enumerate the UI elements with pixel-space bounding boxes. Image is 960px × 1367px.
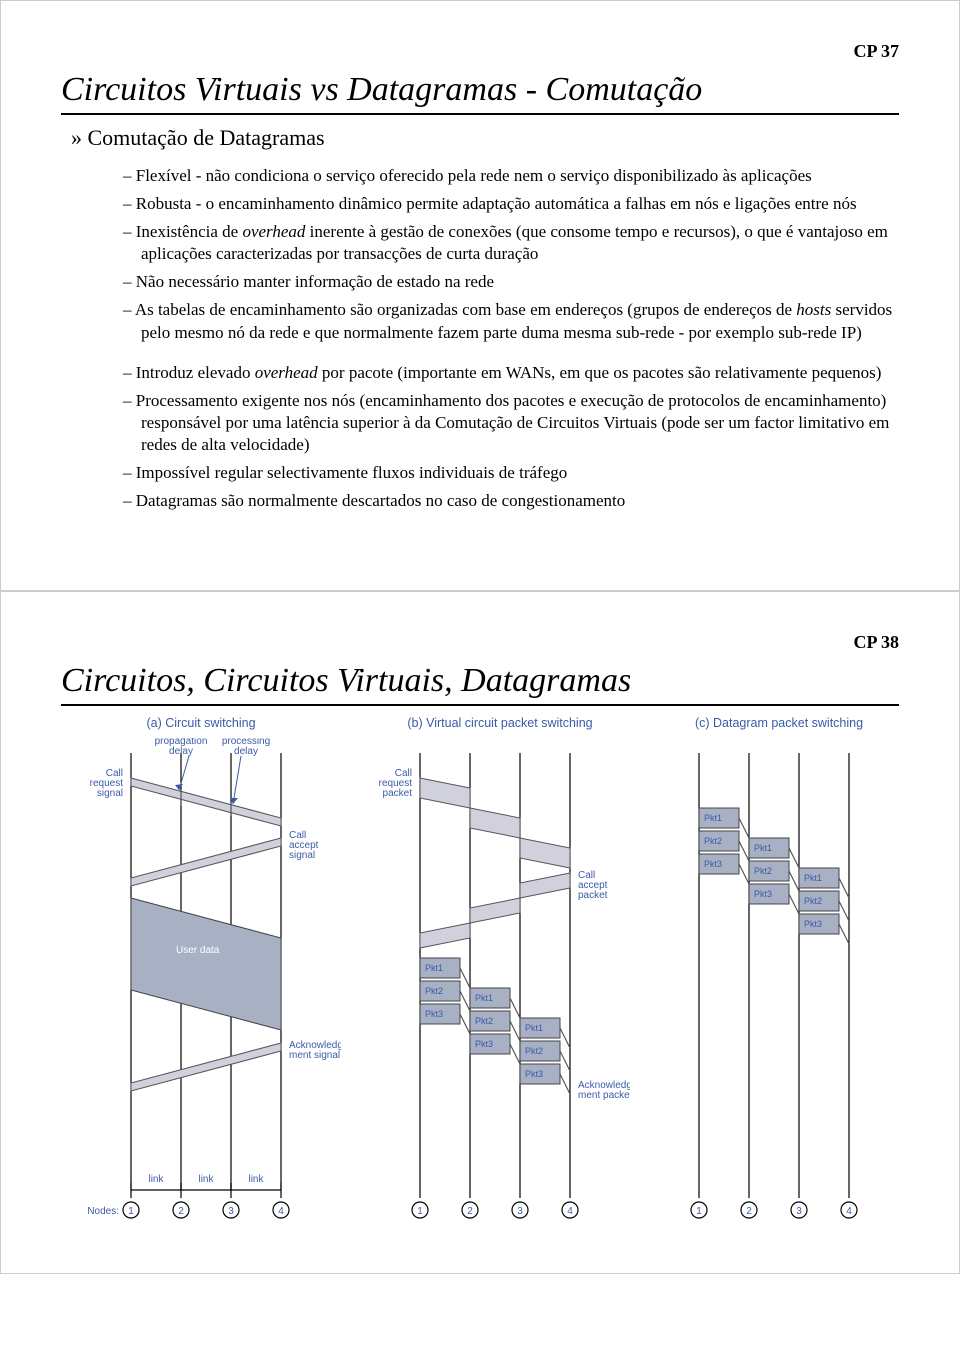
svg-text:signal: signal: [97, 788, 123, 799]
page-number: CP 38: [853, 632, 899, 653]
svg-text:Pkt2: Pkt2: [525, 1046, 543, 1056]
svg-text:delay: delay: [169, 746, 193, 757]
svg-text:link: link: [198, 1174, 214, 1185]
svg-text:Pkt1: Pkt1: [804, 873, 822, 883]
svg-text:Pkt1: Pkt1: [704, 813, 722, 823]
list-item: Robusta - o encaminhamento dinâmico perm…: [141, 193, 899, 215]
svg-text:2: 2: [746, 1206, 752, 1217]
panel-a: (a) Circuit switching Call request signa…: [61, 716, 341, 1238]
svg-text:Pkt3: Pkt3: [425, 1009, 443, 1019]
slide-38: CP 38 Circuitos, Circuitos Virtuais, Dat…: [0, 591, 960, 1274]
svg-text:4: 4: [846, 1206, 852, 1217]
list-item: Não necessário manter informação de esta…: [141, 271, 899, 293]
svg-text:Pkt2: Pkt2: [475, 1016, 493, 1026]
diagram-row: (a) Circuit switching Call request signa…: [61, 716, 899, 1238]
panel-c-svg: Pkt1 Pkt2 Pkt3 Pkt1 Pkt2 Pkt3 Pkt1 Pkt2 …: [659, 738, 899, 1238]
panel-b-title: (b) Virtual circuit packet switching: [370, 716, 630, 730]
svg-text:Pkt3: Pkt3: [754, 889, 772, 899]
svg-text:link: link: [148, 1174, 164, 1185]
title-rule: [61, 113, 899, 115]
svg-text:1: 1: [696, 1206, 702, 1217]
svg-text:1: 1: [128, 1206, 134, 1217]
list-item: Datagramas são normalmente descartados n…: [141, 490, 899, 512]
svg-text:Nodes:: Nodes:: [87, 1206, 119, 1217]
panel-a-svg: Call request signal propagation delay pr…: [61, 738, 341, 1238]
slide-37: CP 37 Circuitos Virtuais vs Datagramas -…: [0, 0, 960, 591]
svg-text:User data: User data: [176, 945, 220, 956]
panel-c-title: (c) Datagram packet switching: [659, 716, 899, 730]
svg-text:3: 3: [517, 1206, 523, 1217]
svg-text:Pkt2: Pkt2: [754, 866, 772, 876]
svg-text:Pkt3: Pkt3: [804, 919, 822, 929]
list-item: Impossível regular selectivamente fluxos…: [141, 462, 899, 484]
panel-c: (c) Datagram packet switching Pkt1 Pkt2 …: [659, 716, 899, 1238]
svg-text:3: 3: [228, 1206, 234, 1217]
disadvantages-list: Introduz elevado overhead por pacote (im…: [61, 362, 899, 513]
list-item: Flexível - não condiciona o serviço ofer…: [141, 165, 899, 187]
svg-text:Pkt2: Pkt2: [804, 896, 822, 906]
link-brackets: link link link: [131, 1174, 281, 1190]
svg-text:ment signal: ment signal: [289, 1050, 340, 1061]
panel-a-title: (a) Circuit switching: [61, 716, 341, 730]
svg-text:2: 2: [467, 1206, 473, 1217]
svg-text:packet: packet: [578, 890, 608, 901]
svg-text:Pkt1: Pkt1: [425, 963, 443, 973]
title-rule: [61, 704, 899, 706]
svg-text:delay: delay: [234, 746, 258, 757]
svg-text:Pkt1: Pkt1: [754, 843, 772, 853]
slide-title: Circuitos Virtuais vs Datagramas - Comut…: [61, 71, 899, 111]
svg-text:1: 1: [417, 1206, 423, 1217]
subtitle: Comutação de Datagramas: [61, 125, 899, 151]
svg-text:signal: signal: [289, 850, 315, 861]
page-number: CP 37: [853, 41, 899, 62]
svg-text:3: 3: [796, 1206, 802, 1217]
list-item: Processamento exigente nos nós (encaminh…: [141, 390, 899, 456]
svg-text:4: 4: [278, 1206, 284, 1217]
svg-text:4: 4: [567, 1206, 573, 1217]
svg-text:Pkt2: Pkt2: [425, 986, 443, 996]
svg-text:Pkt3: Pkt3: [704, 859, 722, 869]
slide-title: Circuitos, Circuitos Virtuais, Datagrama…: [61, 662, 899, 702]
svg-text:Pkt1: Pkt1: [475, 993, 493, 1003]
list-item: As tabelas de encaminhamento são organiz…: [141, 299, 899, 343]
list-item: Introduz elevado overhead por pacote (im…: [141, 362, 899, 384]
svg-text:Pkt3: Pkt3: [475, 1039, 493, 1049]
panel-b: (b) Virtual circuit packet switching Cal…: [370, 716, 630, 1238]
svg-text:Pkt2: Pkt2: [704, 836, 722, 846]
list-item: Inexistência de overhead inerente à gest…: [141, 221, 899, 265]
panel-b-svg: Call request packet Call accept packet P…: [370, 738, 630, 1238]
svg-text:link: link: [248, 1174, 264, 1185]
svg-text:Pkt3: Pkt3: [525, 1069, 543, 1079]
advantages-list: Flexível - não condiciona o serviço ofer…: [61, 165, 899, 344]
svg-text:ment packet: ment packet: [578, 1090, 630, 1101]
svg-text:packet: packet: [383, 788, 413, 799]
svg-text:2: 2: [178, 1206, 184, 1217]
svg-text:Pkt1: Pkt1: [525, 1023, 543, 1033]
